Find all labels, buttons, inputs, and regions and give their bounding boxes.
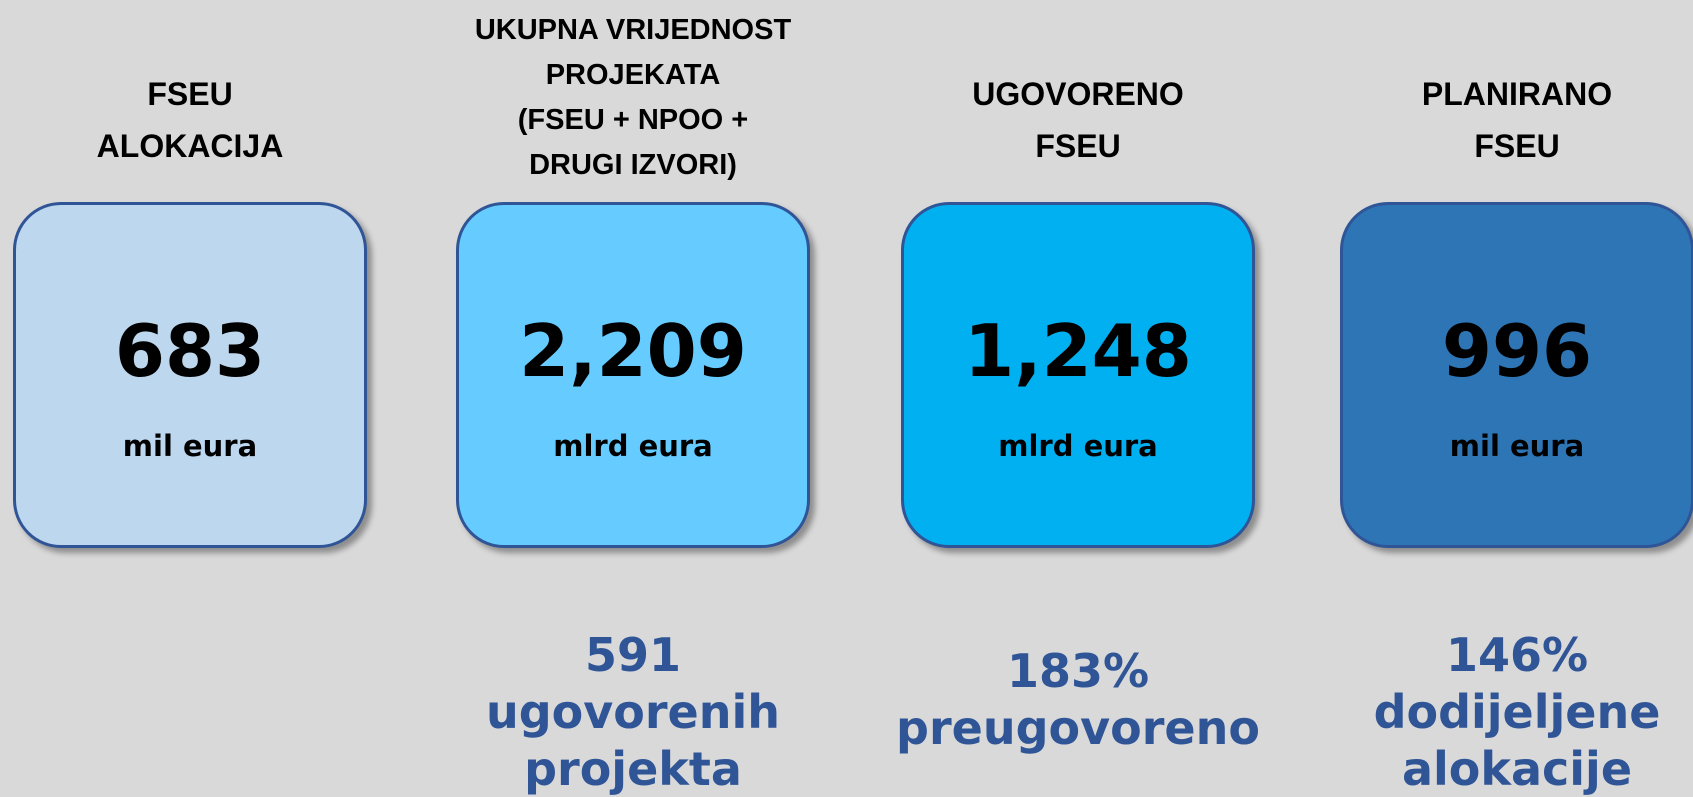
card-note: alokacije bbox=[1401, 742, 1633, 796]
card-note: preugovoreno bbox=[896, 701, 1260, 755]
card-title: FSEU bbox=[147, 76, 233, 112]
card-title: ALOKACIJA bbox=[96, 128, 284, 164]
card-title: PROJEKATA bbox=[545, 59, 721, 91]
card-note: 146% bbox=[1445, 628, 1589, 682]
card-title: PLANIRANO bbox=[1421, 76, 1613, 112]
card-title: UKUPNA VRIJEDNOST bbox=[474, 14, 792, 46]
card bbox=[456, 202, 810, 548]
card-title: (FSEU + NPOO + bbox=[517, 104, 749, 136]
card-note: 591 bbox=[584, 628, 682, 682]
card-unit: mlrd eura bbox=[553, 429, 713, 463]
card-note: ugovorenih bbox=[485, 685, 780, 739]
card-title: DRUGI IZVORI) bbox=[529, 149, 737, 181]
card-value: 683 bbox=[114, 309, 266, 393]
card-note: projekta bbox=[524, 742, 742, 796]
card-unit: mil eura bbox=[1449, 429, 1585, 463]
card bbox=[13, 202, 367, 548]
card-value: 2,209 bbox=[519, 309, 747, 393]
card-title: FSEU bbox=[1474, 128, 1560, 164]
card-value: 1,248 bbox=[964, 309, 1192, 393]
card-unit: mil eura bbox=[122, 429, 258, 463]
card-value: 996 bbox=[1441, 309, 1593, 393]
card-note: 183% bbox=[1006, 644, 1150, 698]
card-note: dodijeljene bbox=[1373, 685, 1661, 739]
card-unit: mlrd eura bbox=[998, 429, 1158, 463]
card bbox=[1340, 202, 1693, 548]
card-title: FSEU bbox=[1035, 128, 1121, 164]
card bbox=[901, 202, 1255, 548]
card-title: UGOVORENO bbox=[972, 76, 1184, 112]
